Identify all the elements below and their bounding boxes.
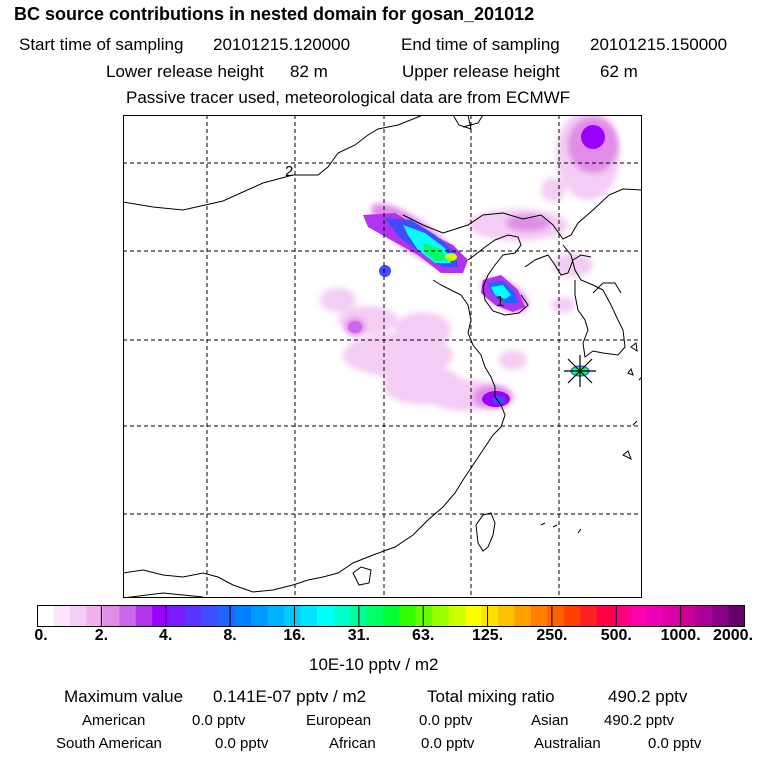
color-cell [465,605,483,627]
color-cell [283,605,302,627]
color-cell [415,605,433,627]
lat-lon-grid [123,115,642,598]
color-cell [201,605,219,627]
american-value: 0.0 pptv [192,712,246,729]
map-frame [123,115,642,598]
color-cell [185,605,203,627]
color-cell [695,605,713,627]
south-american-value: 0.0 pptv [215,735,269,752]
color-cell [53,605,71,627]
color-cell [613,605,631,627]
color-cell [481,605,499,627]
color-cell [316,605,334,627]
color-cell [728,605,745,627]
color-cell [218,605,236,627]
color-cell [251,605,269,627]
asian-label: Asian [531,712,569,729]
total-mixing-label: Total mixing ratio [427,687,555,706]
color-cell [580,605,598,627]
source-contribution-map: 2 1 [123,115,642,598]
color-cell [399,605,417,627]
color-cell [563,605,581,627]
color-cell [448,605,466,627]
color-scale-tick-label: 63. [412,627,435,644]
color-cell [135,605,153,627]
color-cell [86,605,104,627]
plot-title: BC source contributions in nested domain… [14,4,535,24]
color-cell [646,605,664,627]
color-cell [662,605,680,627]
color-scale-tick-label: 2. [94,627,109,644]
color-scale-bar [37,605,745,627]
color-scale-tick-label: 250. [536,627,568,644]
color-cell [679,605,697,627]
european-value: 0.0 pptv [419,712,473,729]
african-value: 0.0 pptv [421,735,475,752]
color-cell [514,605,532,627]
end-time-label: End time of sampling [401,35,560,54]
start-time-label: Start time of sampling [19,35,184,54]
color-cell [300,605,318,627]
color-scale-tick-label: 500. [600,627,632,644]
american-label: American [82,712,146,729]
color-scale-tick-label: 4. [159,627,173,644]
color-cell [119,605,137,627]
color-scale-tick-label: 8. [223,627,237,644]
color-cell [69,605,87,627]
color-cell [629,605,647,627]
color-cell [267,605,285,627]
asian-value: 490.2 pptv [604,712,675,729]
color-cell [432,605,450,627]
tracer-note: Passive tracer used, meteorological data… [126,88,571,107]
australian-label: Australian [534,735,601,752]
color-scale-tick-label: 2000. [712,627,754,644]
color-cell [530,605,549,627]
color-cell [37,605,55,627]
color-cell [152,605,170,627]
color-cell [498,605,516,627]
max-value-label: Maximum value [64,687,184,706]
upper-height-label: Upper release height [402,62,560,81]
color-scale-tick-label: 31. [347,627,370,644]
point-label-2: 2 [285,163,293,180]
color-cell [712,605,730,627]
color-cell [168,605,186,627]
start-time-value: 20101215.120000 [213,35,351,54]
australian-value: 0.0 pptv [648,735,702,752]
color-cell [596,605,614,627]
south-american-label: South American [56,735,162,752]
color-scale-unit: 10E-10 pptv / m2 [309,655,439,674]
coastlines [123,115,642,598]
total-mixing-value: 490.2 pptv [608,687,688,706]
receptor-star-icon [564,355,596,387]
color-cell [333,605,351,627]
european-label: European [306,712,372,729]
lower-height-label: Lower release height [106,62,264,81]
color-scale-tick-label: 0. [34,627,48,644]
end-time-value: 20101215.150000 [590,35,728,54]
color-cell [234,605,252,627]
plume-high [348,125,605,407]
color-cell [382,605,400,627]
lower-height-value: 82 m [290,62,328,81]
color-scale-tick-label: 1000. [660,627,701,644]
color-cell [366,605,384,627]
point-label-1: 1 [496,293,504,310]
color-scale-tick-label: 16. [283,627,306,644]
color-cell [547,605,565,627]
color-cell [102,605,120,627]
max-value-value: 0.141E-07 pptv / m2 [213,687,367,706]
african-label: African [329,735,376,752]
upper-height-value: 62 m [600,62,638,81]
color-scale-tick-label: 125. [471,627,504,644]
